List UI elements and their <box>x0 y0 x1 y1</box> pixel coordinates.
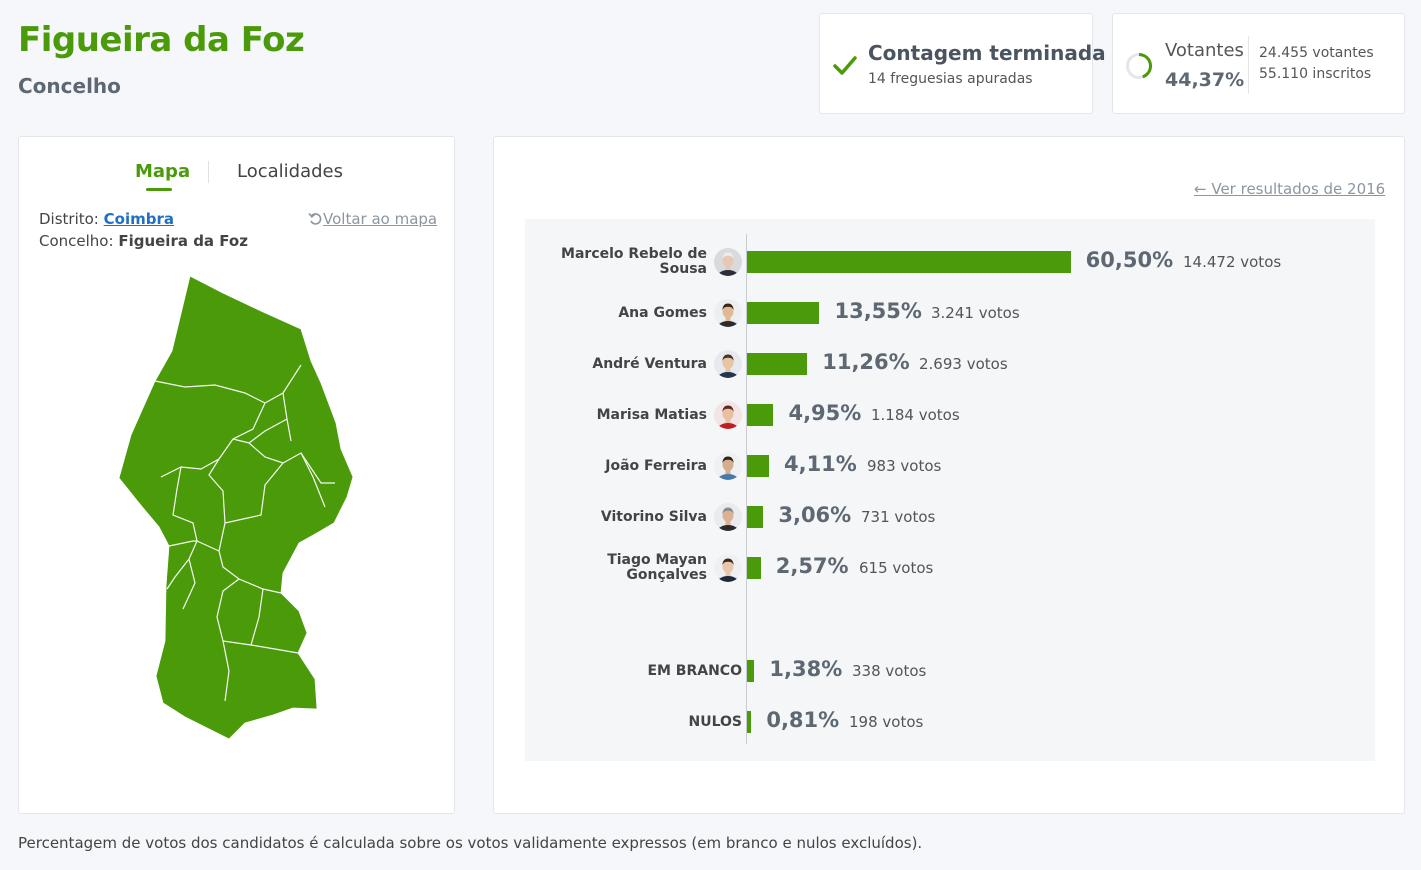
check-icon <box>833 56 857 75</box>
result-votes: 615 votos <box>859 559 934 577</box>
result-percent: 4,95% <box>788 401 862 425</box>
result-bar[interactable] <box>747 455 769 477</box>
tab-localidades[interactable]: Localidades <box>237 161 343 182</box>
candidate-name: Ana Gomes <box>618 304 707 321</box>
map-panel: Mapa Localidades Distrito: Coimbra Conce… <box>18 136 455 814</box>
map-outline[interactable] <box>118 275 354 740</box>
count-status-subtitle: 14 freguesias apuradas <box>868 71 1033 87</box>
page-subtitle: Concelho <box>18 74 121 98</box>
previous-results-link[interactable]: ← Ver resultados de 2016 <box>1194 180 1385 198</box>
back-to-map-link[interactable]: Voltar ao mapa <box>308 210 437 228</box>
district-label: Distrito: <box>39 210 99 228</box>
undo-icon <box>308 212 322 225</box>
candidate-name: João Ferreira <box>605 457 707 474</box>
candidate-avatar <box>714 503 742 531</box>
results-chart <box>525 219 1375 761</box>
candidate-avatar <box>714 554 742 582</box>
district-breadcrumb: Distrito: Coimbra <box>39 210 174 228</box>
previous-results-label: Ver resultados de 2016 <box>1211 180 1386 198</box>
candidate-avatar <box>714 248 742 276</box>
footnote: Percentagem de votos dos candidatos é ca… <box>18 834 923 852</box>
result-votes: 198 votos <box>849 713 924 731</box>
result-bar[interactable] <box>747 404 774 426</box>
result-percent: 11,26% <box>822 350 910 374</box>
candidate-avatar <box>714 452 742 480</box>
page-title: Figueira da Foz <box>18 20 305 60</box>
count-status-title: Contagem terminada <box>868 41 1106 65</box>
result-percent: 60,50% <box>1085 248 1174 272</box>
candidate-avatar <box>714 350 742 378</box>
active-tab-indicator <box>146 188 172 191</box>
result-bar[interactable] <box>747 302 820 324</box>
result-votes: 2.693 votos <box>919 355 1008 373</box>
other-votes-label: EM BRANCO <box>647 662 742 679</box>
result-votes: 338 votos <box>852 662 927 680</box>
candidate-name: Vitorino Silva <box>600 508 707 525</box>
candidate-name: André Ventura <box>592 355 707 372</box>
result-percent: 13,55% <box>834 299 922 323</box>
turnout-percent: 44,37% <box>1165 69 1245 91</box>
result-bar[interactable] <box>747 506 764 528</box>
municipality-value: Figueira da Foz <box>118 232 248 250</box>
other-votes-label: NULOS <box>688 713 743 730</box>
result-bar[interactable] <box>747 711 752 733</box>
result-bar[interactable] <box>747 353 808 375</box>
tab-divider <box>208 161 209 183</box>
result-bar[interactable] <box>747 557 761 579</box>
result-bar[interactable] <box>747 251 1071 273</box>
tab-mapa[interactable]: Mapa <box>135 161 191 182</box>
candidate-avatar <box>714 299 742 327</box>
municipality-breadcrumb: Concelho: Figueira da Foz <box>39 232 248 250</box>
candidate-name: Marcelo Rebelo de Sousa <box>561 246 707 277</box>
result-percent: 0,81% <box>766 708 840 732</box>
result-percent: 3,06% <box>778 503 852 527</box>
count-status-card: Contagem terminada 14 freguesias apurada… <box>819 13 1106 114</box>
turnout-divider <box>1248 36 1249 94</box>
result-votes: 1.184 votos <box>871 406 960 424</box>
municipality-label: Concelho: <box>39 232 114 250</box>
result-percent: 2,57% <box>775 554 849 578</box>
municipality-map[interactable] <box>115 271 360 745</box>
candidate-avatar <box>714 401 742 429</box>
arrow-left-icon: ← <box>1194 180 1207 198</box>
result-votes: 3.241 votos <box>931 304 1020 322</box>
parish-borders <box>154 364 335 702</box>
district-link[interactable]: Coimbra <box>103 210 174 228</box>
result-votes: 731 votos <box>861 508 936 526</box>
candidate-name: Marisa Matias <box>596 406 707 423</box>
result-bar[interactable] <box>747 660 755 682</box>
turnout-registered: 55.110 inscritos <box>1259 66 1372 82</box>
chart-axis-line <box>746 234 747 744</box>
result-percent: 1,38% <box>769 657 843 681</box>
candidate-name: Tiago Mayan Gonçalves <box>607 552 707 583</box>
results-panel: ← Ver resultados de 2016 Marcelo Rebelo … <box>493 136 1405 814</box>
back-to-map-label: Voltar ao mapa <box>323 210 438 228</box>
result-percent: 4,11% <box>783 452 857 476</box>
result-votes: 14.472 votos <box>1183 253 1282 271</box>
turnout-card: Votantes 44,37% 24.455 votantes 55.110 i… <box>1112 13 1405 114</box>
turnout-voters: 24.455 votantes <box>1259 45 1374 61</box>
turnout-label: Votantes <box>1165 40 1244 61</box>
turnout-progress-ring <box>1126 53 1152 79</box>
result-votes: 983 votos <box>867 457 942 475</box>
